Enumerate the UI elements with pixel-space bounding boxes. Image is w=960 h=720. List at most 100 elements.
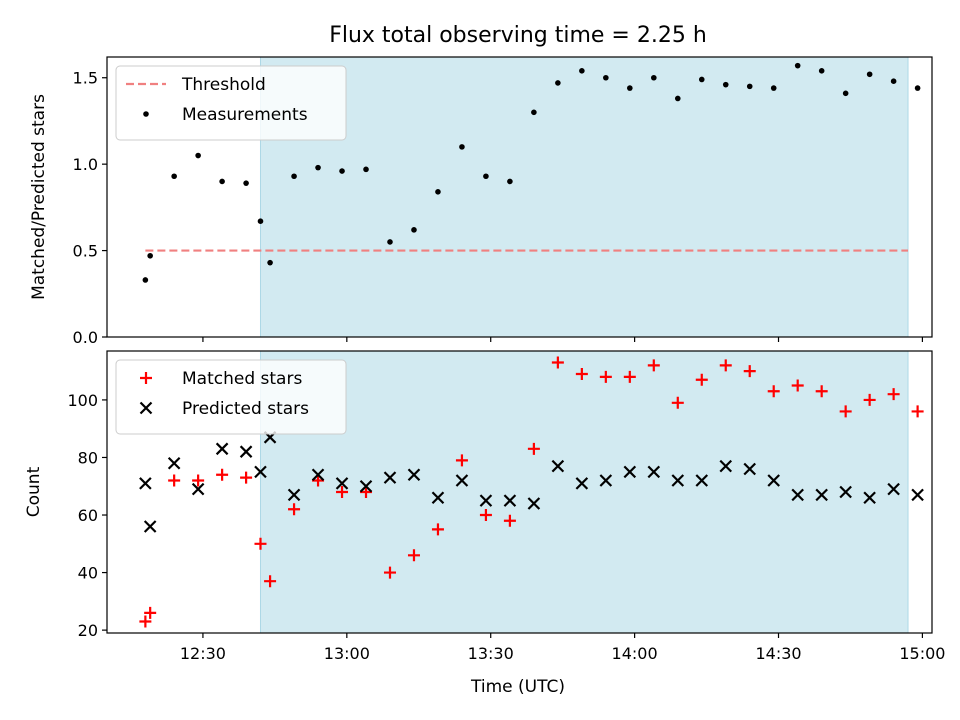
data-point-predicted: [407, 468, 421, 482]
data-point-matched: [743, 365, 756, 378]
data-point-measurement: [627, 85, 633, 91]
legend-matched-swatch: [140, 372, 152, 384]
y-axis-label: Matched/Predicted stars: [29, 94, 49, 300]
y-tick-label: 20: [78, 621, 98, 640]
shaded-interval: [259, 350, 909, 634]
data-point-matched: [216, 468, 229, 481]
data-point-measurement: [794, 62, 801, 69]
chart-title: Flux total observing time = 2.25 h: [329, 23, 707, 48]
shaded-interval: [259, 56, 909, 338]
data-point-matched: [575, 368, 588, 381]
data-point-matched: [288, 503, 301, 516]
data-point-matched: [647, 359, 660, 372]
data-point-measurement: [698, 76, 705, 83]
y-tick-label: 0.0: [73, 328, 98, 347]
data-point-predicted: [671, 474, 685, 487]
legend-box: [115, 65, 347, 141]
data-point-predicted: [647, 465, 661, 479]
data-point-matched: [671, 396, 684, 409]
panel-flux-ratio: 0.0 0.5 1.0 1.5 Matched/Predicted stars Thres…: [29, 56, 933, 347]
data-point-matched: [623, 370, 636, 383]
legend-label: Threshold: [181, 75, 266, 95]
data-point-measurement: [890, 78, 897, 84]
data-point-measurement: [257, 218, 264, 224]
data-point-measurement: [866, 71, 873, 78]
data-point-predicted: [311, 468, 325, 482]
data-point-measurement: [555, 80, 561, 86]
data-point-predicted: [695, 474, 709, 487]
legend: Matched stars Predicted stars: [115, 359, 347, 435]
data-point-predicted: [719, 459, 733, 473]
data-point-matched: [264, 575, 277, 588]
x-tick-label: 14:00: [612, 644, 658, 663]
data-point-measurement: [315, 164, 321, 171]
y-tick-label: 1.5: [73, 69, 98, 88]
data-point-matched: [431, 523, 444, 536]
y-tick-label: 100: [67, 391, 98, 410]
legend-box: [115, 359, 347, 435]
data-point-matched: [767, 385, 780, 398]
data-point-predicted: [455, 474, 469, 487]
legend-label: Predicted stars: [182, 399, 309, 419]
y-tick-label: 0.5: [73, 242, 98, 261]
data-point-matched: [168, 474, 181, 487]
data-point-measurement: [674, 95, 681, 102]
data-point-predicted: [599, 474, 613, 487]
data-point-measurement: [339, 168, 345, 174]
x-tick-label: 13:30: [468, 644, 514, 663]
legend-label: Matched stars: [182, 369, 302, 389]
data-point-predicted: [815, 488, 828, 502]
data-point-measurement: [195, 152, 201, 159]
data-point-measurement: [651, 74, 657, 81]
data-point-measurement: [147, 252, 153, 259]
data-point-measurement: [722, 81, 729, 88]
data-point-measurement: [219, 178, 225, 185]
data-point-measurement: [171, 173, 177, 180]
data-point-measurement: [746, 83, 753, 90]
data-point-predicted: [743, 462, 757, 476]
data-point-matched: [407, 549, 420, 562]
data-point-predicted: [911, 488, 924, 502]
data-point-matched: [503, 514, 516, 527]
legend-label: Measurements: [182, 105, 308, 125]
x-tick-label: 13:00: [324, 644, 370, 663]
data-point-measurement: [531, 109, 537, 116]
data-point-predicted: [143, 520, 157, 533]
x-tick-label: 14:30: [755, 644, 801, 663]
data-point-predicted: [791, 488, 804, 502]
y-tick-label: 80: [78, 448, 98, 467]
data-point-matched: [240, 471, 253, 484]
data-point-predicted: [254, 465, 267, 479]
data-point-measurement: [387, 239, 393, 245]
data-point-matched: [360, 486, 373, 498]
data-point-measurement: [435, 189, 441, 195]
data-point-predicted: [863, 491, 876, 505]
y-tick-label: 1.0: [73, 155, 98, 174]
data-point-predicted: [623, 465, 637, 479]
data-point-measurement: [507, 178, 513, 185]
data-point-predicted: [215, 442, 229, 456]
data-point-predicted: [359, 479, 373, 493]
data-point-matched: [336, 486, 349, 498]
data-point-measurement: [411, 227, 417, 233]
data-point-measurement: [459, 144, 465, 150]
data-point-predicted: [503, 494, 517, 507]
panel-star-counts: 20 40 60 80 100 12:30 13:00 13:30 14:00 14:30 15:0…: [24, 350, 945, 663]
data-point-measurement: [579, 68, 585, 74]
data-point-matched: [887, 388, 900, 401]
data-point-predicted: [767, 474, 780, 487]
data-point-predicted: [527, 497, 541, 510]
data-point-matched: [527, 442, 540, 455]
legend-measurement-swatch: [143, 111, 149, 117]
legend-predicted-swatch: [139, 401, 153, 415]
data-point-predicted: [839, 485, 852, 499]
data-point-predicted: [431, 491, 445, 505]
y-tick-label: 40: [78, 564, 98, 583]
data-point-predicted: [191, 482, 205, 496]
data-point-measurement: [483, 173, 489, 180]
axes-frame: [106, 56, 933, 338]
data-point-predicted: [887, 482, 900, 496]
data-point-matched: [551, 356, 564, 369]
x-axis-label: Time (UTC): [470, 677, 565, 697]
axes-frame: [106, 350, 933, 634]
